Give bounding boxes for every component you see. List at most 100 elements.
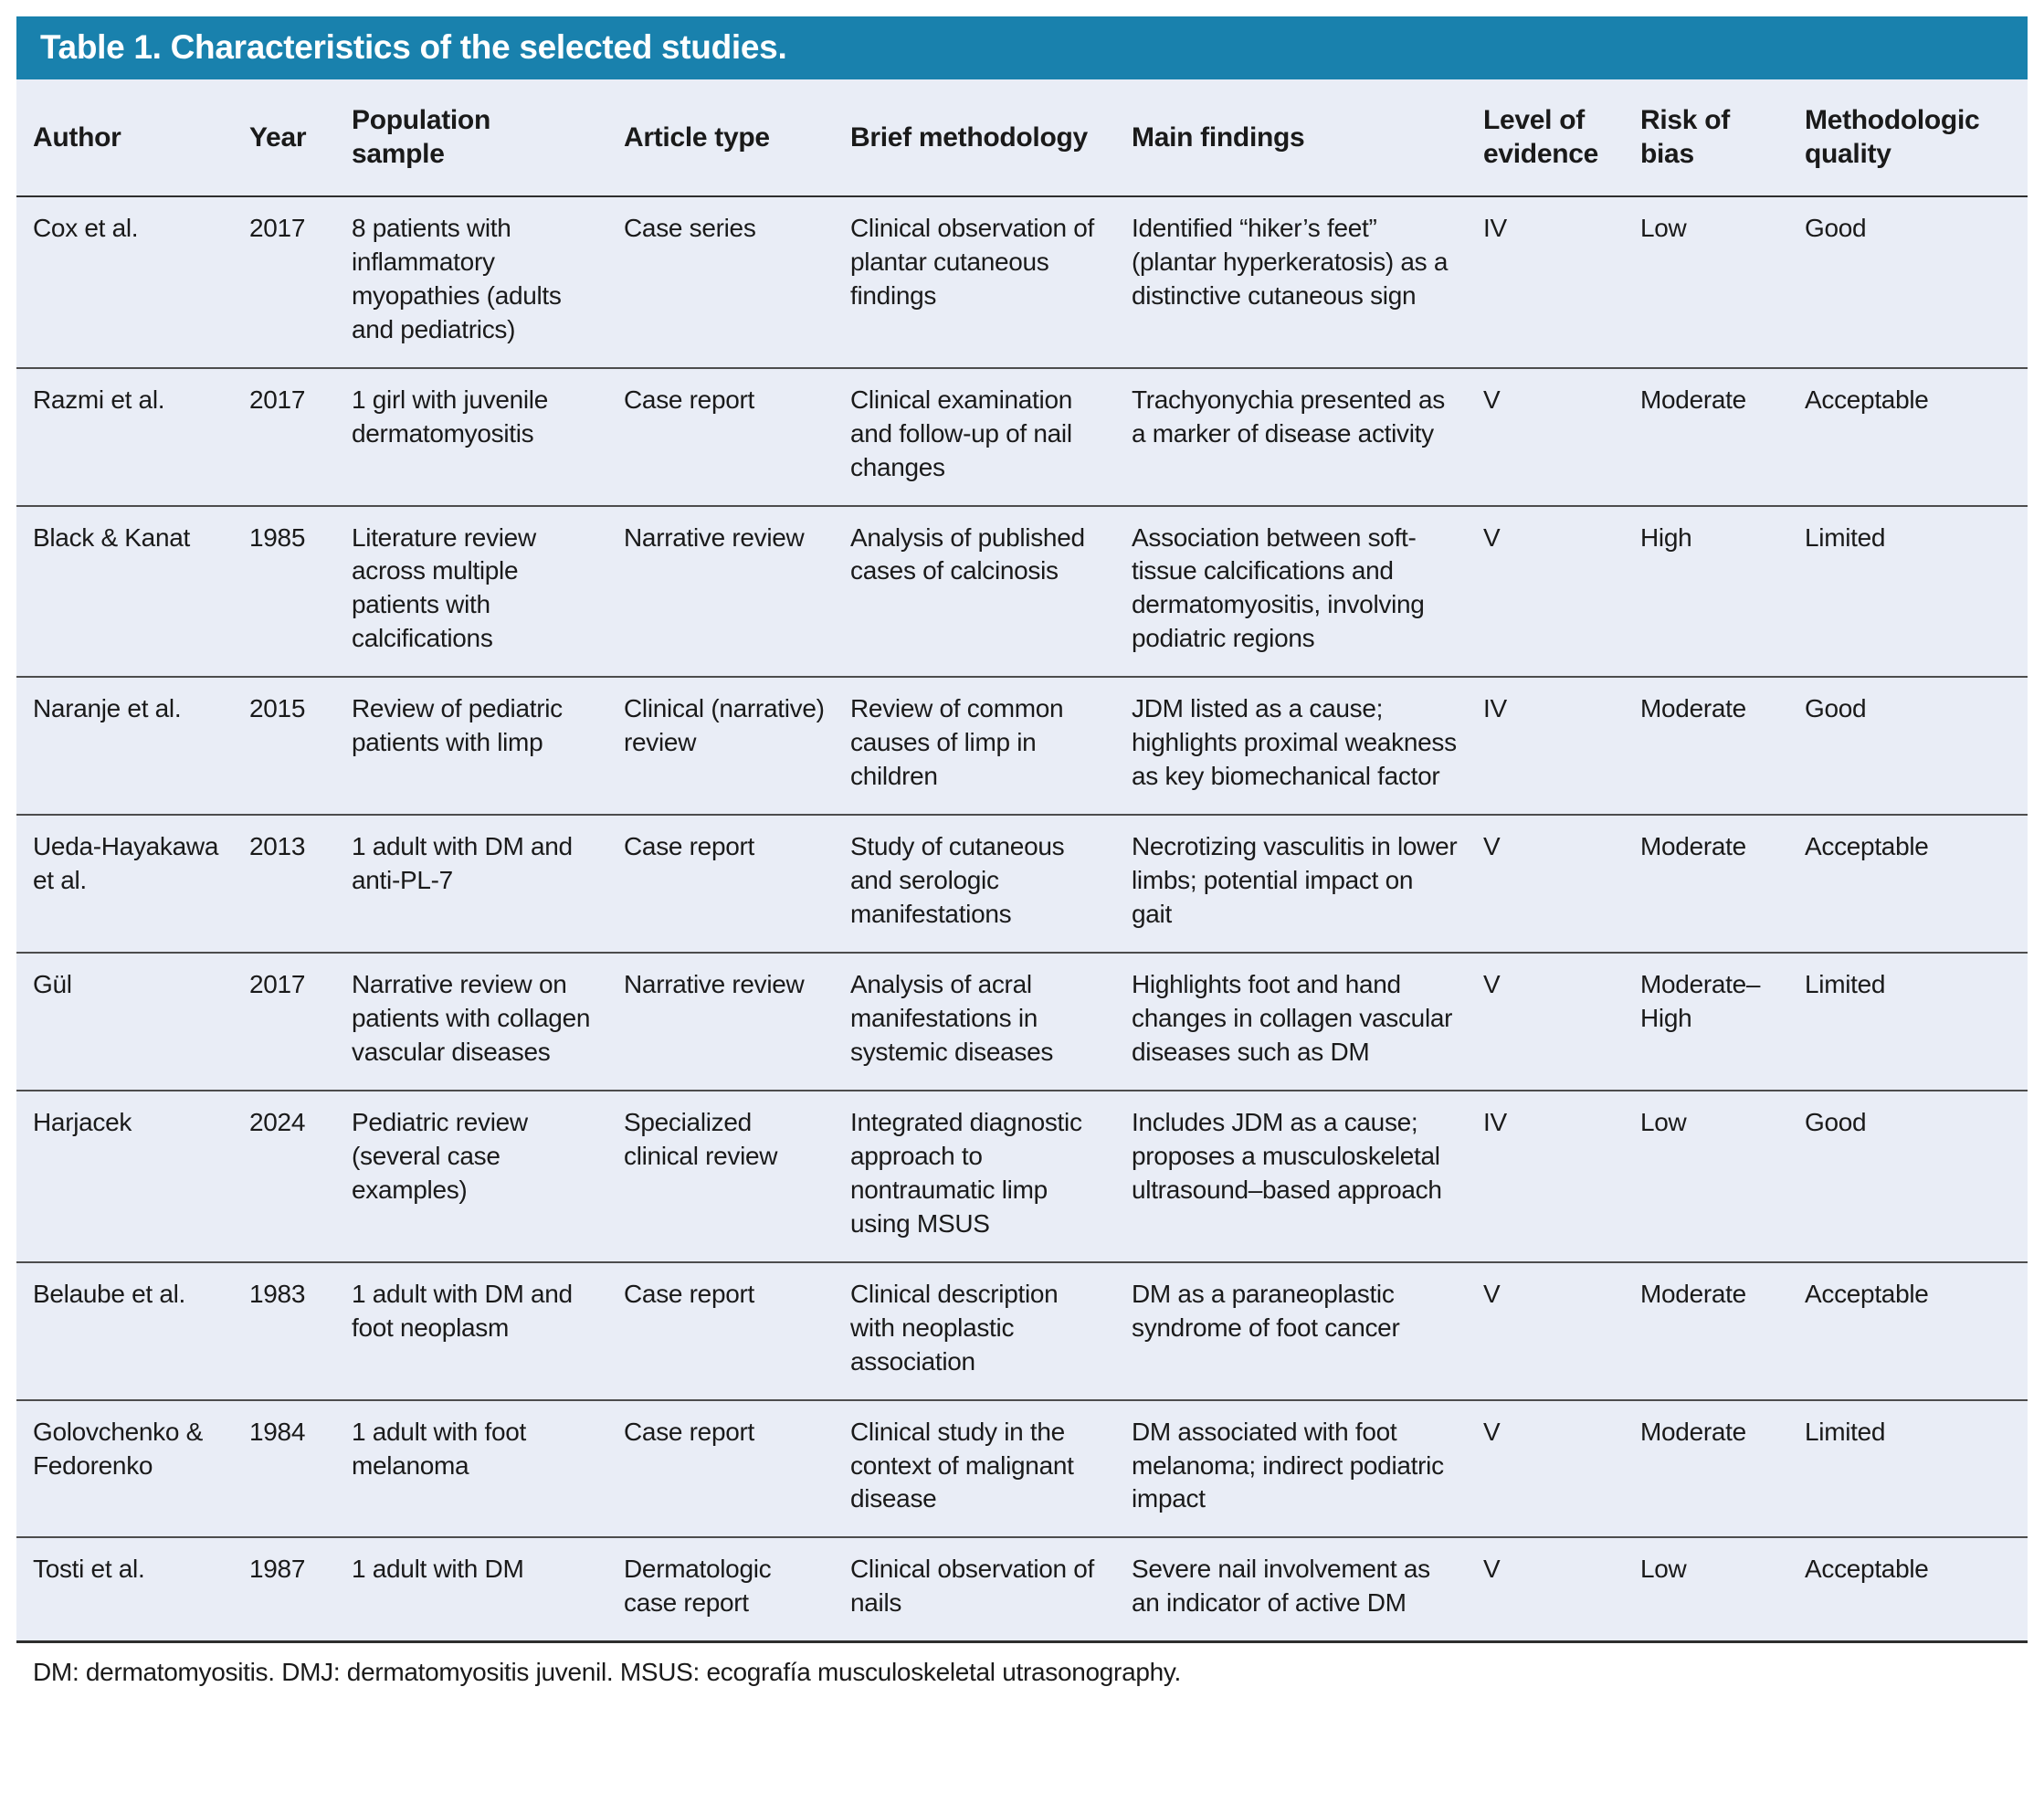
- table-cell: Narrative review on patients with collag…: [352, 970, 591, 1066]
- table-cell: V: [1483, 522, 1501, 552]
- table-cell: Naranje et al.: [33, 694, 182, 723]
- table-cell: 1 adult with DM and anti-PL-7: [352, 832, 573, 895]
- table-cell: 1983: [249, 1279, 306, 1308]
- table-cell: Clinical study in the context of maligna…: [850, 1417, 1074, 1513]
- table-cell: Limited: [1805, 522, 1886, 552]
- table-row: Belaube et al. 1983 1 adult with DM and fo…: [16, 1261, 2028, 1400]
- table-cell: Clinical observation of plantar cutaneou…: [850, 213, 1095, 310]
- table-cell: High: [1640, 522, 1692, 552]
- table-cell: Necrotizing vasculitis in lower limbs; p…: [1132, 832, 1458, 929]
- table-cell: Limited: [1805, 1417, 1886, 1446]
- table-row: Cox et al. 2017 8 patients with inflammato…: [16, 196, 2028, 368]
- table-cell: Clinical description with neoplastic ass…: [850, 1279, 1059, 1376]
- table-cell: Tosti et al.: [33, 1555, 145, 1584]
- table-cell: Good: [1805, 213, 1867, 242]
- table-cell: Narrative review: [624, 970, 805, 999]
- table-cell: 1 adult with foot melanoma: [352, 1417, 527, 1480]
- table-cell: Low: [1640, 213, 1687, 242]
- table-cell: Moderate: [1640, 1417, 1746, 1446]
- table-cell: 2024: [249, 1107, 306, 1136]
- table-cell: Black & Kanat: [33, 522, 190, 552]
- table-cell: Study of cutaneous and serologic manifes…: [850, 832, 1065, 929]
- studies-table: Author Year Population sample Article type B…: [16, 79, 2028, 1644]
- table-cell: Razmi et al.: [33, 385, 165, 414]
- header-row: Author Year Population sample Article type B…: [16, 79, 2028, 196]
- column-header: Brief methodology: [850, 121, 1088, 153]
- table-cell: Association between soft-tissue calcific…: [1132, 522, 1425, 653]
- table-cell: Moderate: [1640, 385, 1746, 414]
- table-cell: 1984: [249, 1417, 306, 1446]
- table-cell: Analysis of acral manifestations in syst…: [850, 970, 1054, 1066]
- table-cell: IV: [1483, 1107, 1507, 1136]
- table-cell: 2015: [249, 694, 306, 723]
- table-cell: JDM listed as a cause; highlights proxim…: [1132, 694, 1457, 791]
- table-cell: Case report: [624, 1279, 754, 1308]
- table-body: Cox et al. 2017 8 patients with inflammato…: [16, 196, 2028, 1642]
- table-cell: 2017: [249, 213, 306, 242]
- table-cell: 1 adult with DM and foot neoplasm: [352, 1279, 573, 1342]
- table-cell: Review of pediatric patients with limp: [352, 694, 563, 757]
- table-cell: V: [1483, 1417, 1501, 1446]
- column-header: Author: [33, 121, 121, 153]
- table-cell: Cox et al.: [33, 213, 139, 242]
- table-row: Golovchenko & Fedorenko 1984 1 adult with …: [16, 1399, 2028, 1538]
- table-cell: Good: [1805, 1107, 1867, 1136]
- table-cell: Acceptable: [1805, 832, 1929, 861]
- column-header: Methodologic quality: [1805, 104, 1980, 170]
- table-cell: Severe nail involvement as an indicator …: [1132, 1555, 1430, 1618]
- table-cell: Case series: [624, 213, 756, 242]
- table-cell: Moderate: [1640, 694, 1746, 723]
- table-cell: DM as a paraneoplastic syndrome of foot …: [1132, 1279, 1400, 1342]
- table-row: Harjacek 2024 Pediatric review (several ca…: [16, 1090, 2028, 1262]
- table-cell: Case report: [624, 1417, 754, 1446]
- table-cell: 2013: [249, 832, 306, 861]
- table-cell: Acceptable: [1805, 1279, 1929, 1308]
- table-cell: 8 patients with inflammatory myopathies …: [352, 213, 562, 343]
- column-header: Article type: [624, 121, 770, 153]
- table-cell: 1985: [249, 522, 306, 552]
- table-cell: Specialized clinical review: [624, 1107, 778, 1170]
- table-cell: Clinical (narrative) review: [624, 694, 825, 757]
- table-cell: V: [1483, 1555, 1501, 1584]
- table-cell: DM associated with foot melanoma; indire…: [1132, 1417, 1444, 1513]
- table-cell: 2017: [249, 385, 306, 414]
- table-title-bar: Table 1. Characteristics of the selected…: [16, 16, 2028, 79]
- table-row: Naranje et al. 2015 Review of pediatric pa…: [16, 677, 2028, 815]
- table-cell: Low: [1640, 1555, 1687, 1584]
- table-cell: Clinical observation of nails: [850, 1555, 1095, 1618]
- table-cell: Identified “hiker’s feet” (plantar hyper…: [1132, 213, 1449, 310]
- table-cell: Case report: [624, 385, 754, 414]
- table-cell: Highlights foot and hand changes in coll…: [1132, 970, 1453, 1066]
- table-cell: 2017: [249, 970, 306, 999]
- table-cell: Ueda-Hayakawa et al.: [33, 832, 219, 895]
- table-row: Gül 2017 Narrative review on patients with…: [16, 953, 2028, 1091]
- table-cell: Trachyonychia presented as a marker of d…: [1132, 385, 1445, 448]
- table-cell: Golovchenko & Fedorenko: [33, 1417, 203, 1480]
- table-cell: Pediatric review (several case examples): [352, 1107, 528, 1204]
- table-cell: Harjacek: [33, 1107, 132, 1136]
- table-cell: Case report: [624, 832, 754, 861]
- column-header: Risk of bias: [1640, 104, 1730, 170]
- column-header: Year: [249, 121, 307, 153]
- table-cell: Integrated diagnostic approach to nontra…: [850, 1107, 1082, 1238]
- table-row: Ueda-Hayakawa et al. 2013 1 adult with DM …: [16, 815, 2028, 953]
- table-cell: Moderate: [1640, 832, 1746, 861]
- table-cell: 1 adult with DM: [352, 1555, 524, 1584]
- column-header: Level of evidence: [1483, 104, 1599, 170]
- table-cell: Review of common causes of limp in child…: [850, 694, 1064, 791]
- table-cell: IV: [1483, 213, 1507, 242]
- table-cell: Moderate–High: [1640, 970, 1761, 1032]
- table-cell: Clinical examination and follow-up of na…: [850, 385, 1073, 481]
- table-row: Razmi et al. 2017 1 girl with juvenile der…: [16, 367, 2028, 506]
- table-cell: Belaube et al.: [33, 1279, 186, 1308]
- table-cell: Moderate: [1640, 1279, 1746, 1308]
- table-cell: Low: [1640, 1107, 1687, 1136]
- table-cell: V: [1483, 970, 1501, 999]
- table-cell: Dermatologic case report: [624, 1555, 772, 1618]
- table-cell: IV: [1483, 694, 1507, 723]
- table-cell: 1987: [249, 1555, 306, 1584]
- table-row: Black & Kanat 1985 Literature review acros…: [16, 505, 2028, 678]
- table-row: Tosti et al. 1987 1 adult with DM Dermatolo…: [16, 1537, 2028, 1641]
- table-cell: Acceptable: [1805, 1555, 1929, 1584]
